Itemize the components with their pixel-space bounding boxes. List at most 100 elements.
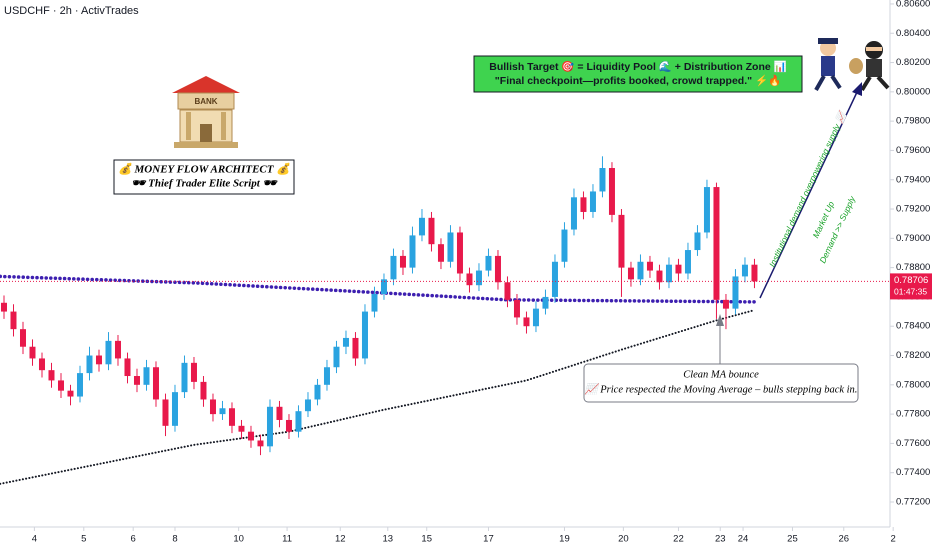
candle-body xyxy=(694,232,701,251)
y-tick-label: 0.78200 xyxy=(896,350,930,361)
candle-body xyxy=(95,355,102,365)
last-price-label: 0.78706 xyxy=(894,275,928,286)
candle-body xyxy=(76,373,83,397)
candle-body xyxy=(418,217,425,236)
brand-line: 🕶 Thief Trader Elite Script 🕶 xyxy=(131,178,277,190)
x-tick-label: 2 xyxy=(891,534,896,545)
candle-body xyxy=(513,299,520,318)
candle-body xyxy=(608,168,615,215)
target-line: "Final checkpoint—profits booked, crowd … xyxy=(495,74,781,87)
candle-body xyxy=(162,399,169,426)
candle-body xyxy=(371,293,378,312)
candle-body xyxy=(86,355,93,374)
candle-body xyxy=(361,311,368,359)
candle-body xyxy=(722,299,729,309)
candle-body xyxy=(124,358,131,377)
candle-body xyxy=(0,302,7,312)
candle-body xyxy=(190,362,197,382)
y-tick-label: 0.77600 xyxy=(896,438,930,449)
candle-body xyxy=(741,264,748,277)
y-tick-label: 0.80000 xyxy=(896,86,930,97)
candle-body xyxy=(675,264,682,274)
trend-arrow xyxy=(759,89,859,299)
candle-body xyxy=(304,399,311,412)
candle-body xyxy=(29,346,36,359)
target-box xyxy=(473,55,803,93)
y-tick-label: 0.78000 xyxy=(896,379,930,390)
candle-body xyxy=(352,337,359,359)
candle-body xyxy=(228,408,235,426)
brand-box xyxy=(113,159,295,195)
x-tick-label: 4 xyxy=(32,534,37,545)
bank-icon: BANK xyxy=(172,76,240,148)
candle-body xyxy=(295,411,302,432)
candle-body xyxy=(247,431,254,441)
candle-body xyxy=(665,264,672,283)
candle-body xyxy=(551,261,558,297)
candle-body xyxy=(703,187,710,233)
candle-body xyxy=(684,250,691,274)
candle-body xyxy=(656,270,663,283)
candle-body xyxy=(105,340,112,365)
y-tick-label: 0.77200 xyxy=(896,497,930,508)
x-tick-label: 5 xyxy=(81,534,86,545)
candle-body xyxy=(152,367,159,400)
candle-body xyxy=(276,406,283,420)
candle-body xyxy=(485,255,492,271)
candle-body xyxy=(200,381,207,400)
candle-body xyxy=(618,214,625,268)
candle-body xyxy=(580,197,587,212)
candle-body xyxy=(494,255,501,283)
candle-body xyxy=(333,346,340,368)
candle-body xyxy=(314,384,321,400)
candle-body xyxy=(10,311,17,330)
y-tick-label: 0.78400 xyxy=(896,321,930,332)
y-tick-label: 0.80400 xyxy=(896,28,930,39)
y-tick-label: 0.79400 xyxy=(896,174,930,185)
candle-body xyxy=(637,261,644,280)
x-tick-label: 17 xyxy=(483,534,494,545)
moving-average xyxy=(0,309,756,485)
x-tick-label: 6 xyxy=(131,534,136,545)
candle-body xyxy=(390,255,397,280)
candle-body xyxy=(181,362,188,393)
countdown-label: 01:47:35 xyxy=(894,287,927,297)
x-tick-label: 24 xyxy=(738,534,749,545)
x-tick-label: 23 xyxy=(715,534,726,545)
moving-average xyxy=(0,274,757,304)
candle-body xyxy=(732,276,739,309)
trend-arrowhead xyxy=(852,82,862,96)
candle-body xyxy=(570,197,577,230)
y-tick-label: 0.80200 xyxy=(896,57,930,68)
x-tick-label: 11 xyxy=(282,534,292,545)
x-tick-label: 15 xyxy=(421,534,432,545)
x-tick-label: 22 xyxy=(673,534,684,545)
candle-body xyxy=(523,317,530,327)
candle-body xyxy=(542,296,549,309)
x-tick-label: 12 xyxy=(335,534,346,545)
y-tick-label: 0.79600 xyxy=(896,145,930,156)
callout-line: Clean MA bounce xyxy=(683,369,759,380)
callout-pointer-head xyxy=(716,314,724,326)
candle-body xyxy=(266,406,273,447)
y-tick-label: 0.79200 xyxy=(896,204,930,215)
candle-body xyxy=(409,235,416,268)
chart-title: USDCHF · 2h · ActivTrades xyxy=(4,5,139,17)
y-tick-label: 0.77800 xyxy=(896,409,930,420)
y-tick-label: 0.79000 xyxy=(896,233,930,244)
candle-body xyxy=(428,217,435,245)
candle-body xyxy=(257,440,264,447)
candle-body xyxy=(399,255,406,268)
candle-body xyxy=(646,261,653,271)
candle-body xyxy=(171,392,178,426)
candle-body xyxy=(437,244,444,262)
candle-body xyxy=(38,358,45,371)
x-tick-label: 19 xyxy=(559,534,570,545)
candle-body xyxy=(57,380,64,391)
x-tick-label: 8 xyxy=(172,534,177,545)
candle-body xyxy=(532,308,539,327)
x-tick-label: 13 xyxy=(382,534,393,545)
y-tick-label: 0.78800 xyxy=(896,262,930,273)
y-tick-label: 0.79800 xyxy=(896,116,930,127)
